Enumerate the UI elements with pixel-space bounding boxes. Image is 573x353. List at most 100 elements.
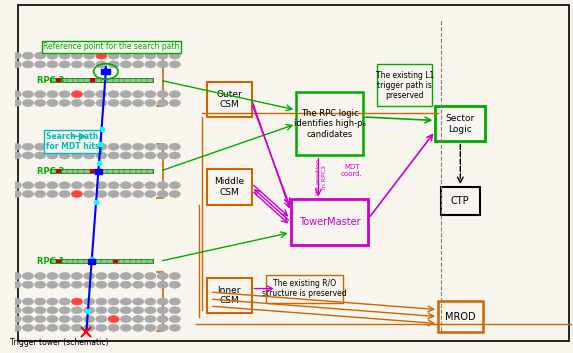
Text: MROD: MROD	[445, 312, 476, 322]
Circle shape	[47, 324, 58, 331]
Circle shape	[145, 182, 156, 189]
Circle shape	[157, 307, 168, 314]
Circle shape	[71, 281, 83, 288]
Circle shape	[10, 307, 21, 314]
Circle shape	[157, 316, 168, 323]
Text: Inner
CSM: Inner CSM	[218, 286, 241, 305]
Circle shape	[84, 281, 95, 288]
Circle shape	[34, 281, 46, 288]
Circle shape	[120, 52, 131, 59]
Circle shape	[59, 52, 70, 59]
Circle shape	[108, 182, 119, 189]
Circle shape	[169, 91, 180, 98]
Circle shape	[59, 281, 70, 288]
Circle shape	[108, 91, 119, 98]
Text: CTP: CTP	[451, 196, 470, 206]
Circle shape	[22, 52, 33, 59]
Circle shape	[169, 100, 180, 107]
Circle shape	[22, 152, 33, 159]
Text: TowerMaster: TowerMaster	[299, 217, 360, 227]
Circle shape	[71, 324, 83, 331]
Circle shape	[59, 316, 70, 323]
Circle shape	[132, 152, 144, 159]
FancyBboxPatch shape	[207, 82, 252, 117]
Circle shape	[96, 316, 107, 323]
Circle shape	[157, 61, 168, 68]
Circle shape	[47, 316, 58, 323]
Circle shape	[145, 324, 156, 331]
Circle shape	[59, 307, 70, 314]
Bar	[56, 259, 61, 263]
Circle shape	[71, 52, 83, 59]
Circle shape	[59, 61, 70, 68]
Circle shape	[71, 273, 83, 280]
Circle shape	[157, 324, 168, 331]
Circle shape	[157, 191, 168, 198]
Circle shape	[59, 143, 70, 150]
Circle shape	[71, 91, 83, 98]
Circle shape	[34, 298, 46, 305]
Circle shape	[47, 273, 58, 280]
Circle shape	[108, 298, 119, 305]
Circle shape	[108, 324, 119, 331]
Circle shape	[108, 61, 119, 68]
Circle shape	[120, 182, 131, 189]
Text: Search path
for MDT hits: Search path for MDT hits	[46, 132, 99, 151]
Bar	[50, 169, 153, 173]
Circle shape	[84, 143, 95, 150]
Circle shape	[132, 100, 144, 107]
Circle shape	[96, 324, 107, 331]
Circle shape	[96, 52, 107, 59]
FancyBboxPatch shape	[377, 65, 433, 107]
Circle shape	[120, 143, 131, 150]
Circle shape	[108, 316, 119, 323]
Circle shape	[22, 100, 33, 107]
Circle shape	[96, 61, 107, 68]
Circle shape	[132, 281, 144, 288]
Circle shape	[108, 152, 119, 159]
Circle shape	[145, 91, 156, 98]
Circle shape	[145, 152, 156, 159]
Circle shape	[34, 52, 46, 59]
Circle shape	[120, 191, 131, 198]
Circle shape	[47, 307, 58, 314]
FancyBboxPatch shape	[438, 301, 482, 332]
Circle shape	[47, 91, 58, 98]
Circle shape	[84, 307, 95, 314]
Circle shape	[132, 324, 144, 331]
Circle shape	[10, 52, 21, 59]
Circle shape	[169, 191, 180, 198]
Circle shape	[47, 298, 58, 305]
Circle shape	[34, 307, 46, 314]
Text: Sector
Logic: Sector Logic	[446, 114, 475, 134]
FancyBboxPatch shape	[435, 107, 485, 142]
Circle shape	[22, 324, 33, 331]
Circle shape	[59, 91, 70, 98]
Circle shape	[132, 298, 144, 305]
Circle shape	[157, 152, 168, 159]
Circle shape	[108, 273, 119, 280]
Circle shape	[120, 152, 131, 159]
Circle shape	[22, 91, 33, 98]
Circle shape	[132, 316, 144, 323]
Circle shape	[71, 307, 83, 314]
Circle shape	[96, 152, 107, 159]
Circle shape	[169, 182, 180, 189]
Circle shape	[132, 143, 144, 150]
Bar	[50, 259, 153, 263]
Circle shape	[145, 143, 156, 150]
Circle shape	[145, 316, 156, 323]
Circle shape	[47, 191, 58, 198]
Circle shape	[169, 273, 180, 280]
Circle shape	[132, 61, 144, 68]
Circle shape	[145, 52, 156, 59]
Circle shape	[71, 191, 83, 198]
Circle shape	[96, 100, 107, 107]
FancyBboxPatch shape	[265, 275, 343, 303]
Circle shape	[10, 298, 21, 305]
Circle shape	[132, 91, 144, 98]
Circle shape	[10, 324, 21, 331]
Circle shape	[71, 61, 83, 68]
Circle shape	[96, 307, 107, 314]
Circle shape	[71, 316, 83, 323]
